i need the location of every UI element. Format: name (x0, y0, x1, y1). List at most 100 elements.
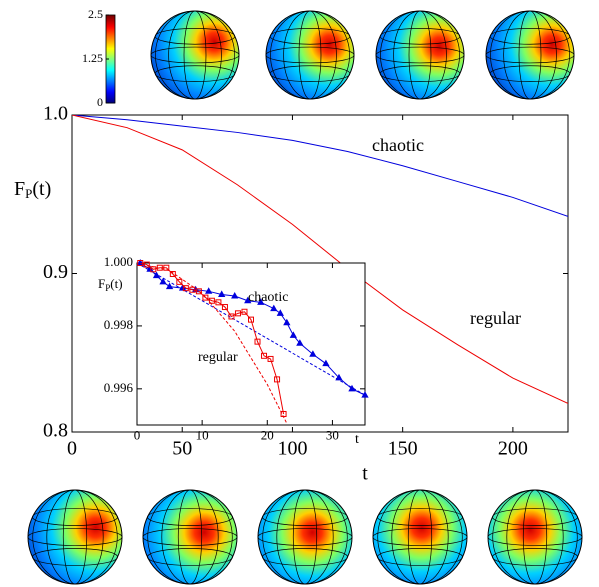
marker (221, 304, 228, 311)
x-tick-label: 0 (134, 428, 141, 443)
marker (234, 310, 241, 317)
data-line (72, 115, 568, 404)
y-label-sub: P (105, 283, 110, 293)
y-label-main: F (98, 276, 105, 291)
marker (276, 309, 284, 316)
sphere-grid (377, 489, 463, 585)
series-label: regular (470, 308, 521, 328)
marker (156, 264, 163, 271)
colorbar-cell (106, 25, 115, 28)
marker (335, 373, 343, 381)
marker (257, 298, 265, 305)
sphere-grid (265, 46, 355, 64)
marker (169, 271, 176, 278)
sphere-grid (379, 28, 461, 45)
marker (215, 299, 222, 306)
colorbar-cell (106, 55, 115, 58)
colorbar-cell (106, 57, 115, 60)
colorbar-cell (106, 19, 115, 22)
x-tick-label: 0 (67, 438, 77, 460)
sphere (265, 10, 355, 100)
marker (202, 294, 209, 301)
sphere (142, 489, 238, 585)
marker (296, 339, 304, 346)
marker (254, 338, 261, 345)
colorbar-cell (106, 71, 115, 74)
sphere-grid (490, 10, 570, 100)
colorbar-cell (106, 61, 115, 64)
x-axis-label: t (362, 463, 368, 485)
marker (208, 297, 215, 304)
colorbar-tick-label: 0 (97, 95, 103, 109)
marker (143, 261, 150, 268)
sphere (257, 489, 353, 585)
marker (218, 290, 226, 297)
sphere-grid (147, 548, 233, 566)
colorbar-cell (106, 39, 115, 42)
sphere-row (27, 10, 583, 585)
marker (137, 260, 144, 266)
marker (248, 316, 254, 323)
series-label: chaotic (372, 135, 424, 155)
sphere-grid (492, 548, 578, 566)
plot-area (136, 262, 366, 426)
colorbar-cell (106, 47, 115, 50)
colorbar-cell (106, 37, 115, 40)
sphere-grid (142, 528, 238, 546)
sphere-grid (32, 548, 118, 566)
marker (274, 376, 281, 383)
x-tick-label: 150 (388, 438, 418, 460)
colorbar-cell (106, 95, 115, 98)
marker (176, 278, 183, 285)
marker (241, 308, 248, 315)
colorbar-cell (106, 99, 115, 102)
sphere-grid (257, 528, 353, 546)
marker (231, 292, 239, 299)
sphere-grid (492, 489, 578, 585)
colorbar-cell (106, 51, 115, 54)
sphere-grid (489, 65, 571, 82)
colorbar-cell (106, 79, 115, 82)
marker (322, 359, 330, 367)
colorbar-cell (106, 17, 115, 20)
sphere (485, 10, 575, 100)
sphere-grid (154, 65, 236, 82)
colorbar-cell (106, 41, 115, 44)
colorbar-cell (106, 69, 115, 72)
sphere (487, 489, 583, 585)
sphere-grid (262, 548, 348, 566)
marker (189, 286, 196, 293)
marker (205, 287, 213, 294)
marker (361, 391, 369, 398)
marker (309, 350, 317, 357)
y-axis-label: FP(t) (98, 276, 123, 293)
colorbar-cell (106, 15, 115, 18)
marker (283, 318, 291, 326)
y-label-tail: (t) (110, 276, 122, 291)
series-label: chaotic (248, 290, 288, 305)
data-line (72, 115, 568, 217)
marker (178, 284, 187, 291)
colorbar-cell (106, 27, 115, 30)
marker (270, 304, 278, 312)
sphere-grid (27, 528, 123, 546)
sphere-grid (492, 508, 578, 526)
y-tick-label: 0.996 (104, 380, 134, 395)
colorbar-cell (106, 77, 115, 80)
marker (228, 313, 235, 320)
sphere-grid (147, 489, 233, 585)
colorbar-cell (106, 31, 115, 34)
y-label-tail: (t) (32, 178, 51, 200)
marker (348, 384, 356, 392)
sphere-grid (147, 508, 233, 526)
marker (152, 271, 161, 279)
x-tick-label: 50 (172, 438, 192, 460)
colorbar-cell (106, 89, 115, 92)
sphere (150, 10, 240, 100)
series-label: regular (198, 350, 238, 365)
colorbar-cell (106, 63, 115, 66)
x-tick-label: 20 (261, 428, 274, 443)
colorbar-cell (106, 53, 115, 56)
marker (159, 277, 167, 285)
